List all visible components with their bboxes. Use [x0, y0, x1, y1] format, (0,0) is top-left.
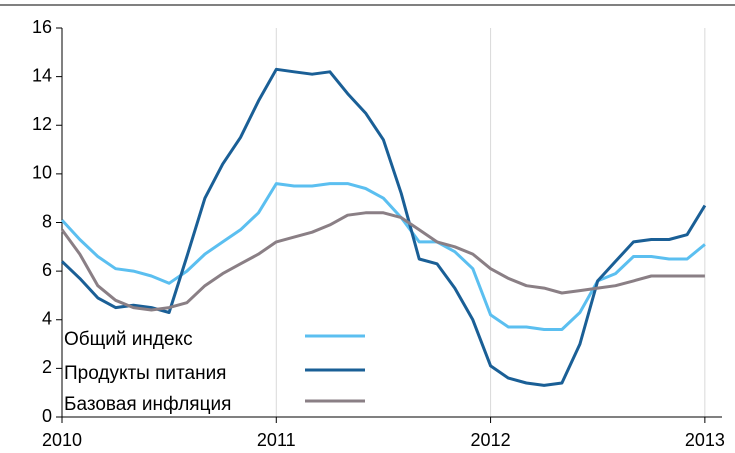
series-line	[60, 67, 707, 387]
y-tick-label: 0	[42, 406, 52, 426]
y-tick-label: 16	[32, 17, 52, 37]
y-tick-label: 14	[32, 65, 52, 85]
y-tick-label: 2	[42, 357, 52, 377]
y-tick-label: 12	[32, 114, 52, 134]
series-line	[60, 211, 705, 312]
y-tick-label: 4	[42, 309, 52, 329]
x-tick-label: 2011	[257, 430, 296, 450]
legend-label: Общий индекс	[64, 329, 193, 350]
y-tick-label: 6	[42, 260, 52, 280]
legend-label: Продукты питания	[64, 363, 226, 384]
x-tick-label: 2013	[685, 430, 725, 450]
legend-label: Базовая инфляция	[64, 394, 231, 415]
x-tick-label: 2012	[471, 430, 511, 450]
x-tick-label: 2010	[42, 430, 82, 450]
y-tick-label: 8	[42, 211, 52, 231]
y-tick-label: 10	[32, 163, 52, 183]
